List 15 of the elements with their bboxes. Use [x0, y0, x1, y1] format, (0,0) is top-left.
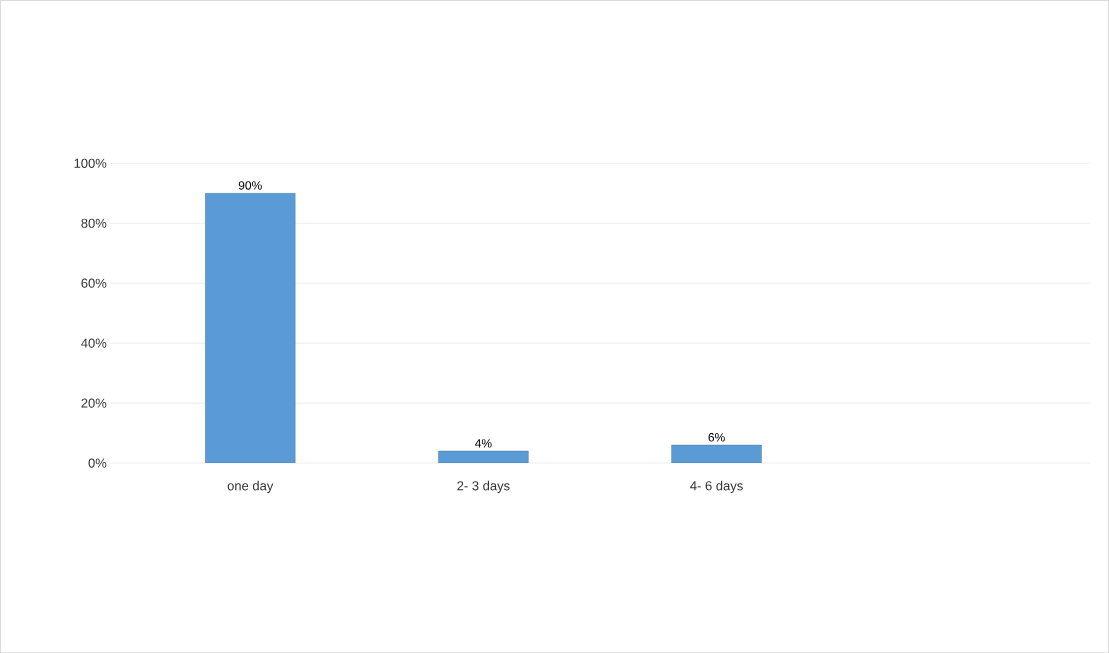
y-tick-label: 0% [88, 458, 107, 468]
bar [671, 444, 762, 463]
y-tick-label: 80% [81, 218, 107, 228]
y-tick-label: 40% [81, 338, 107, 348]
data-label: 6% [708, 432, 725, 442]
x-tick-label: one day [227, 480, 274, 493]
x-tick-label: 2- 3 days [457, 480, 510, 493]
bar [205, 192, 296, 463]
x-tick-label: 4- 6 days [690, 480, 743, 493]
data-label: 90% [238, 181, 262, 190]
y-tick-label: 20% [81, 398, 107, 408]
y-tick-label: 100% [74, 158, 107, 168]
bar [438, 450, 529, 463]
data-label: 4% [475, 438, 492, 448]
y-tick-label: 60% [81, 278, 107, 288]
